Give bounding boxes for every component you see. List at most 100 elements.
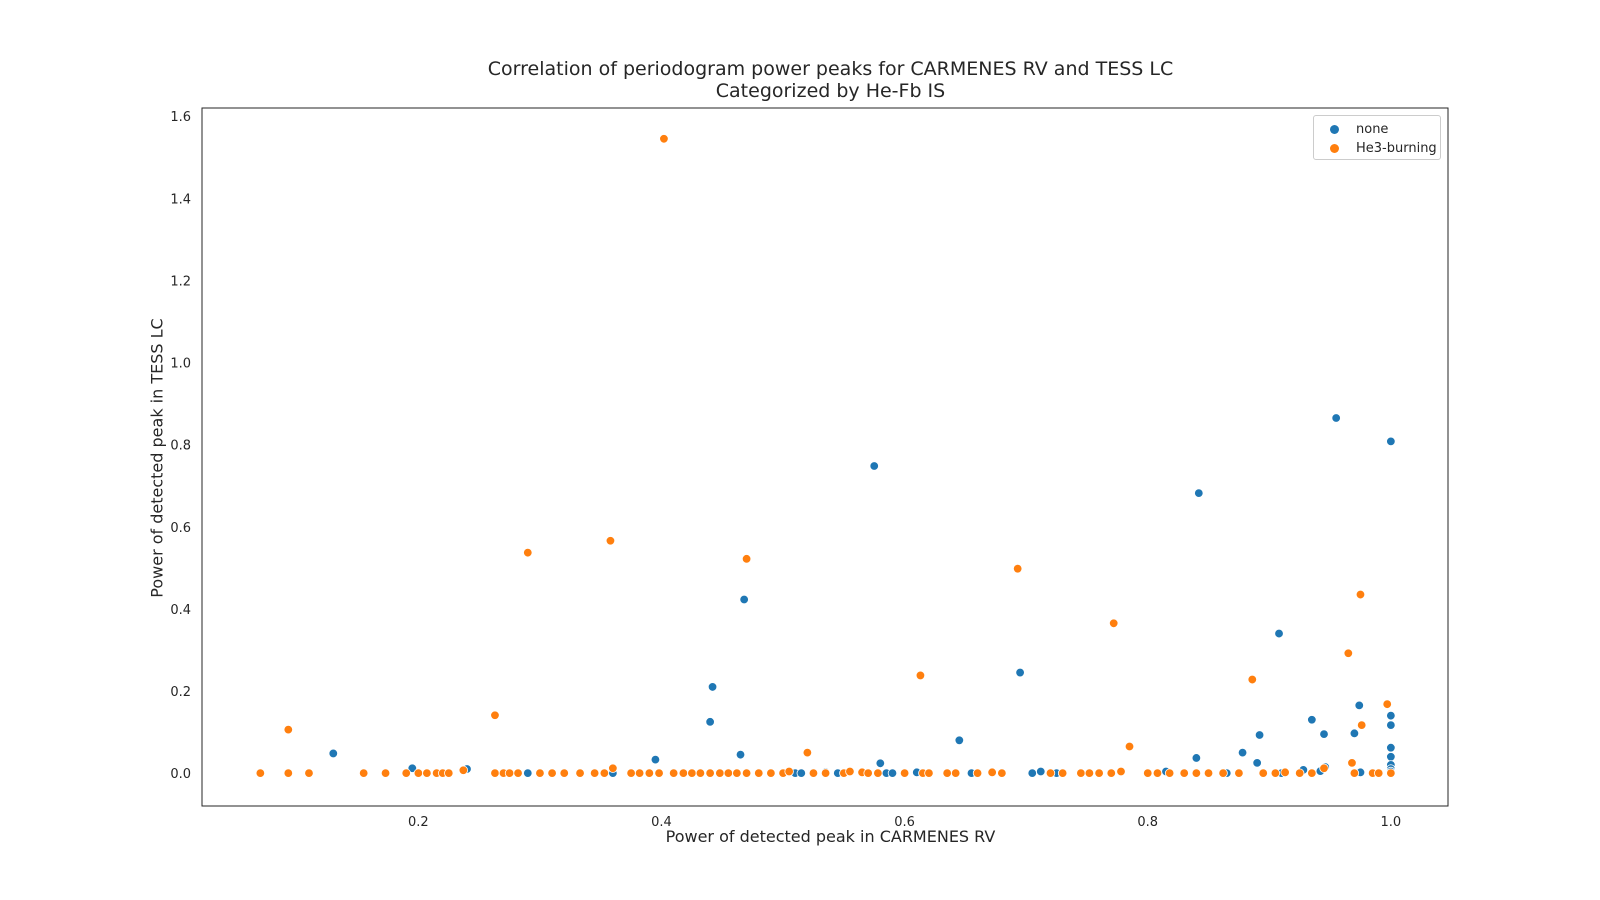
data-point bbox=[444, 768, 454, 778]
data-point bbox=[283, 724, 294, 735]
y-tick-label: 0.2 bbox=[170, 685, 191, 700]
data-point bbox=[1252, 758, 1262, 768]
data-point bbox=[559, 768, 569, 778]
data-point bbox=[735, 749, 746, 760]
data-point bbox=[523, 547, 533, 558]
data-point bbox=[1027, 768, 1037, 778]
y-tick-label: 0.4 bbox=[170, 603, 191, 618]
data-point bbox=[1280, 767, 1290, 778]
data-point bbox=[1347, 758, 1357, 768]
x-tick-label: 0.8 bbox=[1137, 815, 1158, 830]
x-tick-label: 0.6 bbox=[894, 815, 915, 830]
data-point bbox=[802, 747, 813, 758]
data-point bbox=[1106, 768, 1116, 778]
y-tick-label: 0.0 bbox=[170, 767, 191, 782]
data-point bbox=[1349, 768, 1360, 778]
data-point bbox=[1386, 710, 1396, 721]
data-point bbox=[705, 717, 715, 727]
data-point bbox=[1152, 768, 1163, 778]
data-point bbox=[504, 768, 515, 778]
data-point bbox=[1356, 720, 1367, 730]
data-point bbox=[490, 768, 500, 778]
data-point bbox=[687, 768, 697, 778]
data-point bbox=[1124, 741, 1135, 752]
data-point bbox=[1386, 768, 1396, 778]
data-point bbox=[1294, 768, 1305, 778]
data-point bbox=[739, 594, 749, 605]
data-point bbox=[1319, 729, 1329, 739]
data-point bbox=[845, 766, 855, 777]
data-point bbox=[796, 768, 806, 778]
legend: none He3-burning bbox=[1313, 115, 1441, 160]
data-point bbox=[873, 768, 883, 778]
data-point bbox=[1234, 768, 1244, 778]
data-point bbox=[715, 768, 725, 778]
data-point bbox=[972, 768, 983, 778]
series-none bbox=[328, 413, 1396, 778]
data-point bbox=[899, 768, 910, 778]
data-point bbox=[887, 768, 898, 778]
y-tick-label: 1.6 bbox=[170, 110, 191, 125]
data-point bbox=[1331, 413, 1341, 423]
data-point bbox=[1343, 648, 1354, 658]
legend-item-none: none bbox=[1314, 120, 1388, 138]
data-point bbox=[1012, 563, 1023, 574]
data-point bbox=[732, 768, 742, 778]
data-point bbox=[1307, 768, 1317, 778]
data-point bbox=[1386, 752, 1396, 762]
data-point bbox=[380, 768, 391, 778]
data-point bbox=[608, 763, 618, 773]
data-point bbox=[283, 768, 294, 778]
data-point bbox=[1179, 768, 1189, 778]
data-point bbox=[954, 735, 965, 746]
data-point bbox=[1057, 768, 1068, 778]
legend-label-none: none bbox=[1356, 121, 1389, 137]
y-tick-label: 0.6 bbox=[170, 521, 191, 536]
data-point bbox=[644, 768, 655, 778]
chart-title: Correlation of periodogram power peaks f… bbox=[487, 58, 1174, 80]
data-point bbox=[1084, 768, 1095, 778]
data-point bbox=[1076, 768, 1086, 778]
data-point bbox=[458, 765, 469, 775]
y-tick-label: 1.2 bbox=[170, 274, 191, 289]
data-point bbox=[304, 768, 314, 778]
data-point bbox=[401, 768, 411, 778]
x-tick-label: 1.0 bbox=[1381, 815, 1402, 830]
data-point bbox=[695, 768, 706, 778]
data-point bbox=[808, 768, 819, 778]
data-point bbox=[784, 766, 794, 777]
data-point bbox=[1386, 720, 1396, 730]
data-point bbox=[950, 768, 961, 778]
data-point bbox=[1191, 753, 1202, 763]
data-point bbox=[407, 763, 418, 773]
legend-marker-none bbox=[1330, 124, 1339, 134]
data-point bbox=[1254, 730, 1265, 740]
data-point bbox=[1094, 768, 1104, 778]
data-point bbox=[1354, 700, 1364, 711]
y-tick-label: 0.8 bbox=[170, 439, 191, 454]
data-point bbox=[589, 768, 600, 778]
data-point bbox=[741, 768, 752, 778]
data-point bbox=[535, 768, 545, 778]
x-tick-label: 0.2 bbox=[408, 815, 429, 830]
data-point bbox=[654, 768, 664, 778]
data-point bbox=[1109, 618, 1119, 628]
data-point bbox=[1218, 768, 1228, 778]
x-tick-label: 0.4 bbox=[651, 815, 672, 830]
data-point bbox=[705, 768, 715, 778]
data-point bbox=[328, 748, 338, 759]
data-point bbox=[547, 768, 557, 778]
data-point bbox=[997, 768, 1007, 778]
y-tick-label: 1.0 bbox=[170, 357, 191, 372]
data-point bbox=[668, 768, 679, 778]
data-point bbox=[1164, 768, 1175, 778]
y-tick-label: 1.4 bbox=[170, 192, 191, 207]
data-point bbox=[863, 768, 873, 778]
data-point bbox=[605, 536, 616, 546]
data-point bbox=[1036, 766, 1046, 777]
data-point bbox=[358, 768, 369, 778]
data-point bbox=[634, 768, 645, 778]
data-point bbox=[1274, 628, 1284, 639]
data-point bbox=[1374, 768, 1384, 778]
